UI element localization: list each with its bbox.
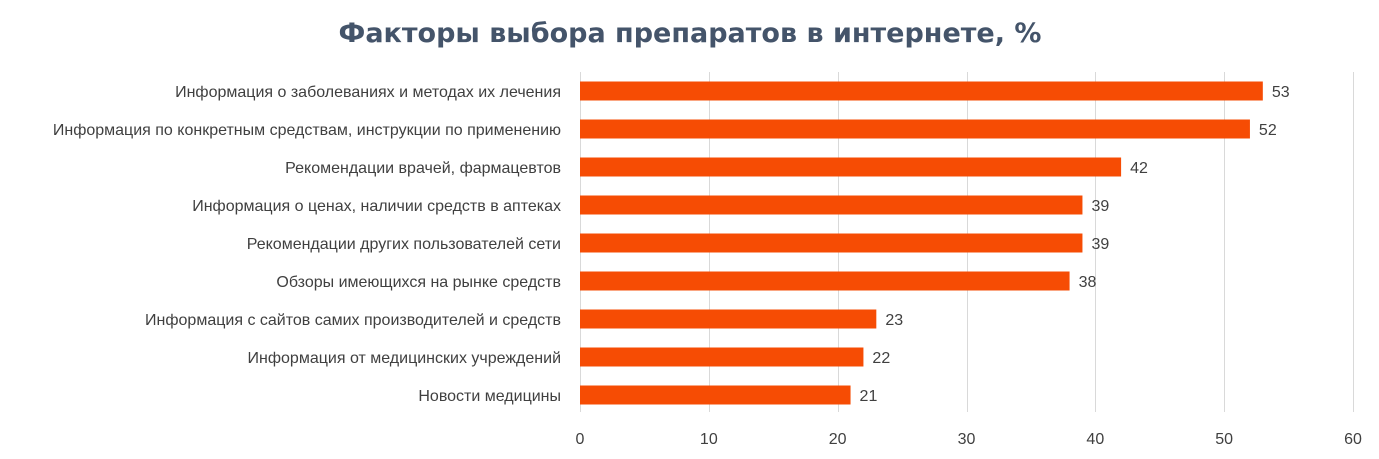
bar — [580, 157, 1122, 177]
x-tick-label: 0 — [576, 431, 585, 448]
data-label: 38 — [1079, 274, 1097, 291]
bar — [580, 233, 1083, 253]
x-axis-tick-labels: 0 10 20 30 40 50 60 — [576, 431, 1362, 448]
x-tick-label: 60 — [1344, 431, 1362, 448]
bar — [580, 119, 1250, 139]
data-label: 21 — [860, 388, 878, 405]
category-label: Информация о ценах, наличии средств в ап… — [192, 198, 561, 215]
data-label: 22 — [872, 350, 890, 367]
category-label: Информация от медицинских учреждений — [248, 350, 561, 367]
x-tick-label: 30 — [958, 431, 976, 448]
bars — [580, 81, 1263, 405]
category-label: Информация с сайтов самих производителей… — [145, 312, 561, 329]
bar — [580, 271, 1070, 291]
category-label: Рекомендации других пользователей сети — [247, 236, 561, 253]
bar — [580, 385, 851, 405]
category-label: Рекомендации врачей, фармацевтов — [285, 160, 561, 177]
bar — [580, 309, 877, 329]
x-tick-label: 40 — [1086, 431, 1104, 448]
bar — [580, 81, 1263, 101]
x-tick-label: 10 — [700, 431, 718, 448]
category-label: Информация по конкретным средствам, инст… — [53, 122, 561, 139]
x-tick-label: 20 — [829, 431, 847, 448]
data-label: 39 — [1091, 198, 1109, 215]
data-label: 42 — [1130, 160, 1148, 177]
data-label: 23 — [885, 312, 903, 329]
data-labels: 53 52 42 39 39 38 23 22 21 — [860, 84, 1290, 405]
bar — [580, 195, 1083, 215]
data-label: 53 — [1272, 84, 1290, 101]
data-label: 39 — [1091, 236, 1109, 253]
category-label: Обзоры имеющихся на рынке средств — [276, 274, 561, 291]
x-tick-label: 50 — [1215, 431, 1233, 448]
category-label: Новости медицины — [418, 388, 561, 405]
chart-title: Факторы выбора препаратов в интернете, % — [339, 18, 1042, 49]
bar — [580, 347, 864, 367]
data-label: 52 — [1259, 122, 1277, 139]
category-labels: Информация о заболеваниях и методах их л… — [53, 84, 561, 405]
category-label: Информация о заболеваниях и методах их л… — [175, 84, 561, 101]
